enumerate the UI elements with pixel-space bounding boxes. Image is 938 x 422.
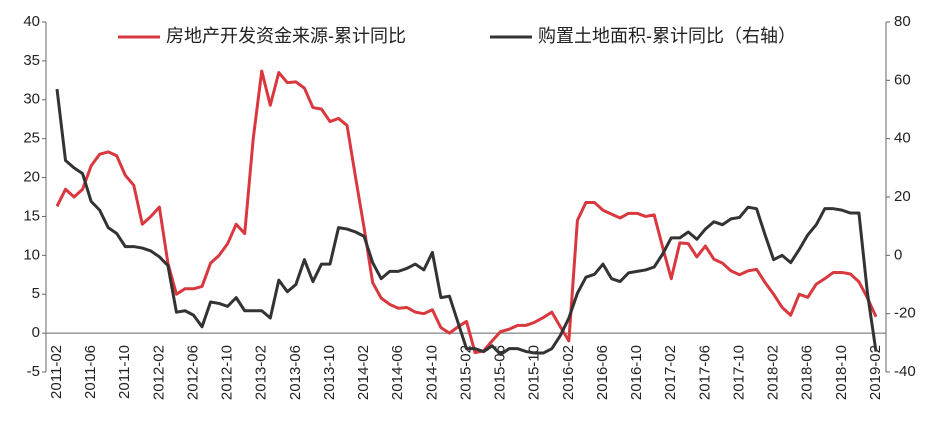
y2-tick-label: 20: [894, 188, 911, 205]
x-tick-label: 2016-02: [560, 345, 577, 400]
y-tick-label: 40: [23, 13, 40, 30]
x-tick-label: 2016-10: [628, 345, 645, 400]
y2-tick-label: -20: [894, 305, 916, 322]
y-tick-label: 15: [23, 207, 40, 224]
y2-tick-label: 0: [894, 246, 902, 263]
x-tick-label: 2018-10: [833, 345, 850, 400]
x-tick-label: 2014-06: [389, 345, 406, 400]
x-tick-label: 2011-06: [82, 345, 99, 399]
y-tick-label: 30: [23, 91, 40, 108]
x-tick-label: 2017-02: [662, 345, 679, 400]
y2-tick-label: 40: [894, 130, 911, 147]
y2-tick-label: 60: [894, 71, 911, 88]
x-tick-label: 2015-06: [492, 345, 509, 400]
x-tick-label: 2011-02: [48, 345, 65, 399]
y2-tick-label: -40: [894, 363, 916, 380]
x-tick-label: 2012-02: [150, 345, 167, 400]
x-tick-label: 2013-10: [321, 345, 338, 400]
x-tick-label: 2013-02: [253, 345, 270, 400]
x-tick-label: 2016-06: [594, 345, 611, 400]
x-tick-label: 2013-06: [287, 345, 304, 400]
y-tick-label: 20: [23, 169, 40, 186]
y-tick-label: -5: [27, 363, 40, 380]
legend-label: 房地产开发资金来源-累计同比: [166, 26, 406, 46]
y-tick-label: 10: [23, 246, 40, 263]
y-tick-label: 35: [23, 52, 40, 69]
y-tick-label: 0: [32, 324, 40, 341]
x-tick-label: 2014-02: [355, 345, 372, 400]
series-line: [55, 69, 878, 355]
x-tick-label: 2018-06: [799, 345, 816, 400]
x-tick-label: 2017-06: [696, 345, 713, 400]
x-tick-label: 2015-02: [457, 345, 474, 400]
x-tick-label: 2012-06: [184, 345, 201, 400]
legend-label: 购置土地面积-累计同比（右轴）: [538, 26, 796, 46]
x-tick-label: 2011-10: [116, 345, 133, 399]
x-tick-label: 2015-10: [526, 345, 543, 400]
series-line: [55, 88, 878, 356]
x-tick-label: 2018-02: [765, 345, 782, 400]
x-tick-label: 2014-10: [423, 345, 440, 400]
y2-tick-label: 80: [894, 13, 911, 30]
y-tick-label: 5: [32, 285, 40, 302]
x-tick-label: 2012-10: [219, 345, 236, 400]
x-tick-label: 2019-02: [867, 345, 884, 400]
x-tick-label: 2017-10: [730, 345, 747, 400]
y-tick-label: 25: [23, 130, 40, 147]
